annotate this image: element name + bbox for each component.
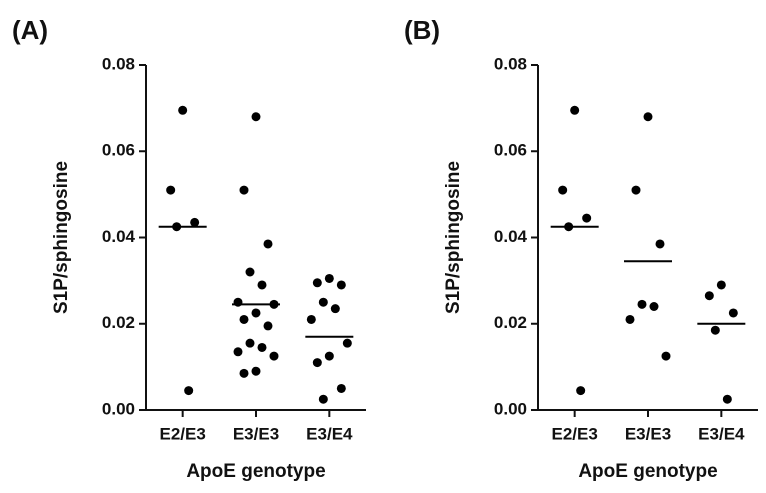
- y-tick-label: 0.08: [494, 54, 527, 73]
- data-point: [239, 185, 249, 195]
- data-point: [704, 291, 714, 301]
- data-point: [661, 351, 671, 361]
- x-tick-label: E3/E4: [698, 424, 745, 443]
- data-point: [263, 239, 273, 249]
- data-point: [710, 325, 720, 335]
- data-point: [582, 213, 592, 223]
- data-point: [649, 302, 659, 311]
- data-point: [716, 280, 726, 290]
- y-tick-label: 0.02: [102, 313, 135, 332]
- data-point: [318, 297, 328, 307]
- data-point: [728, 308, 738, 318]
- data-point: [570, 105, 580, 115]
- data-point: [245, 267, 255, 277]
- data-point: [318, 394, 328, 404]
- y-tick-label: 0.00: [494, 399, 527, 418]
- data-point: [306, 314, 316, 324]
- data-point: [190, 217, 200, 227]
- x-tick-label: E3/E3: [233, 424, 279, 443]
- data-point: [269, 351, 279, 361]
- data-point: [336, 383, 346, 393]
- x-tick-label: E3/E3: [625, 424, 671, 443]
- y-tick-label: 0.00: [102, 399, 135, 418]
- data-point: [643, 112, 653, 122]
- data-point: [251, 308, 261, 318]
- data-point: [251, 112, 261, 122]
- data-point: [336, 280, 346, 290]
- x-tick-label: E2/E3: [160, 424, 206, 443]
- y-axis-title: S1P/sphingosine: [443, 161, 464, 314]
- data-point: [342, 338, 352, 348]
- data-point: [312, 358, 322, 368]
- data-point: [324, 273, 334, 283]
- data-point: [239, 368, 249, 378]
- data-point: [637, 299, 647, 309]
- y-tick-label: 0.04: [102, 227, 136, 246]
- data-point: [330, 304, 340, 314]
- x-tick-label: E2/E3: [552, 424, 598, 443]
- y-tick-label: 0.08: [102, 54, 135, 73]
- data-point: [312, 278, 322, 288]
- panel-label: (B): [404, 15, 440, 45]
- x-tick-label: E3/E4: [306, 424, 353, 443]
- data-point: [263, 321, 273, 331]
- data-point: [257, 342, 267, 352]
- y-tick-label: 0.06: [494, 141, 527, 160]
- data-point: [251, 366, 261, 376]
- x-axis-title: ApoE genotype: [186, 461, 325, 482]
- data-point: [239, 314, 249, 324]
- data-point: [184, 386, 194, 396]
- y-tick-label: 0.02: [494, 313, 527, 332]
- panel-label: (A): [12, 15, 48, 45]
- data-point: [558, 185, 568, 195]
- data-point: [625, 314, 635, 324]
- data-point: [722, 394, 732, 404]
- data-point: [631, 185, 641, 195]
- data-point: [233, 347, 243, 357]
- data-point: [324, 351, 334, 361]
- data-point: [178, 105, 188, 115]
- x-axis-title: ApoE genotype: [578, 461, 717, 482]
- data-point: [257, 280, 267, 290]
- y-tick-label: 0.06: [102, 141, 135, 160]
- data-point: [166, 185, 176, 195]
- y-tick-label: 0.04: [494, 227, 528, 246]
- data-point: [655, 239, 665, 249]
- y-axis-title: S1P/sphingosine: [51, 161, 72, 314]
- data-point: [576, 386, 586, 396]
- data-point: [245, 338, 255, 348]
